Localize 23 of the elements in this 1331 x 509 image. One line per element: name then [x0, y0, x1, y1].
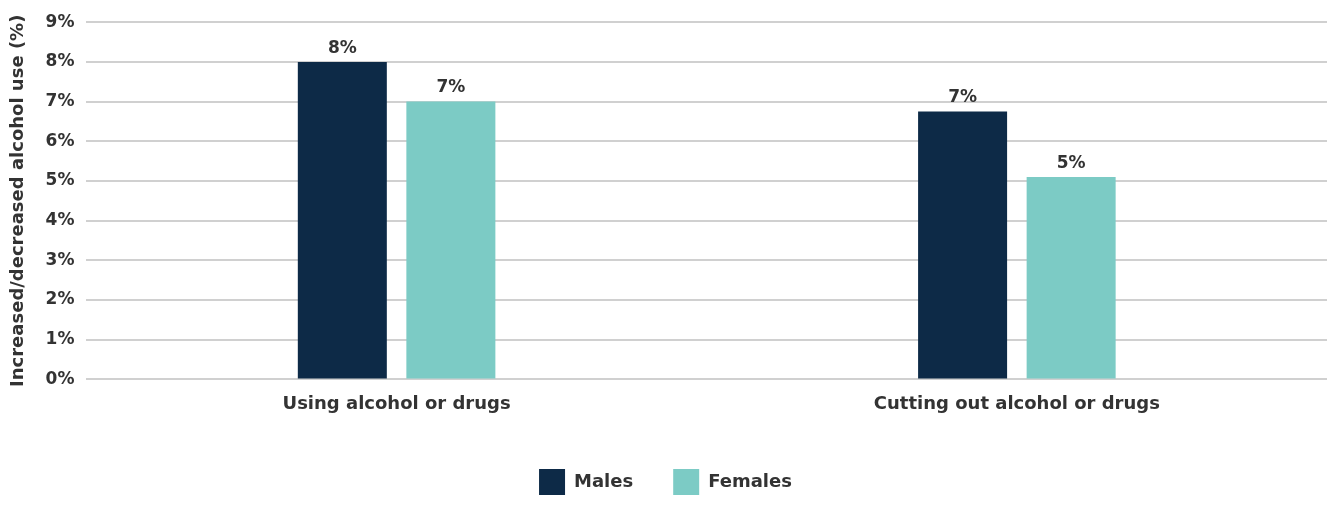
y-tick-label: 6% — [45, 129, 75, 150]
bar — [406, 101, 496, 379]
legend-label: Females — [708, 469, 792, 491]
y-tick-label: 3% — [45, 248, 75, 269]
legend-label: Males — [574, 469, 634, 491]
y-tick-label: 9% — [45, 10, 75, 31]
bar — [1026, 176, 1116, 379]
bar — [918, 111, 1008, 379]
y-tick-label: 4% — [45, 209, 75, 230]
bar — [297, 61, 387, 379]
x-tick-label: Using alcohol or drugs — [282, 391, 511, 413]
y-tick-label: 1% — [45, 328, 75, 349]
y-tick-label: 5% — [45, 169, 75, 190]
data-label: 7% — [948, 86, 978, 107]
y-tick-label: 0% — [45, 367, 75, 388]
y-tick-label: 8% — [45, 50, 75, 71]
y-tick-label: 7% — [45, 90, 75, 110]
y-tick-label: 2% — [45, 288, 75, 309]
x-tick-label: Cutting out alcohol or drugs — [873, 391, 1160, 413]
data-label: 7% — [436, 76, 466, 97]
y-axis-title: Increased/decreased alcohol use (%) — [6, 14, 28, 387]
data-label: 5% — [1056, 151, 1086, 172]
data-label: 8% — [327, 36, 357, 57]
